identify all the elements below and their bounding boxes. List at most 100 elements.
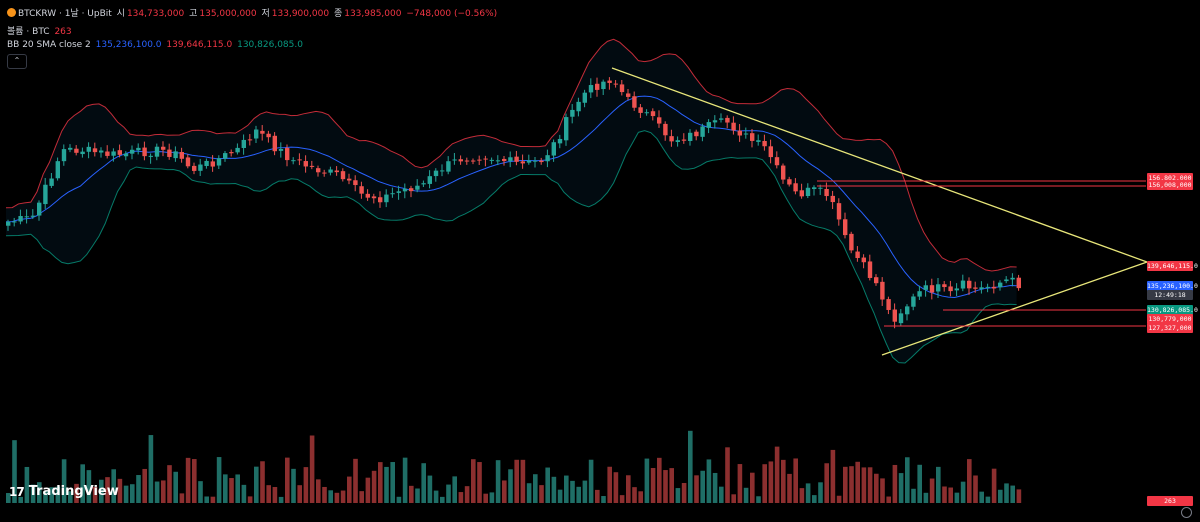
settings-icon[interactable] — [1181, 507, 1192, 518]
volume-bar — [272, 487, 278, 503]
candle-body — [12, 221, 17, 223]
candle-body — [508, 157, 513, 162]
candle-body — [818, 187, 823, 189]
candle-body — [681, 139, 687, 141]
candle-body — [260, 130, 265, 134]
volume-bar — [725, 447, 730, 503]
volume-bar — [130, 484, 135, 503]
symbol-title[interactable]: BTCKRW · 1날 · UpBit — [18, 9, 112, 19]
candle-body — [371, 196, 377, 199]
candle-body — [154, 146, 160, 157]
candle-body — [669, 136, 674, 142]
candle-body — [570, 109, 575, 117]
volume-bar — [706, 459, 712, 503]
candle-body — [582, 92, 587, 103]
candle-body — [55, 161, 60, 179]
candle-body — [452, 159, 457, 161]
candle-body — [526, 160, 532, 163]
volume-bar — [179, 493, 185, 503]
candle-body — [247, 139, 253, 141]
candle-body — [737, 130, 742, 136]
candle-body — [905, 306, 910, 315]
candle-body — [24, 216, 29, 218]
volume-bar — [452, 476, 457, 503]
tradingview-logo[interactable]: 17 TradingView — [9, 484, 119, 499]
volume-bar — [929, 478, 935, 503]
volume-bar — [936, 466, 941, 503]
volume-bar — [502, 480, 507, 503]
candle-body — [855, 251, 860, 259]
volume-bar — [210, 496, 216, 503]
volume-bar — [762, 464, 767, 503]
volume-bar — [880, 478, 885, 503]
candle-body — [911, 296, 916, 307]
volume-bar — [347, 476, 352, 503]
candle-body — [564, 117, 569, 141]
volume-legend[interactable]: 볼륨 · BTC 263 — [7, 24, 74, 37]
volume-bar — [396, 496, 402, 503]
volume-bar — [204, 496, 209, 503]
candle-body — [967, 280, 972, 289]
volume-bar — [954, 492, 960, 503]
candle-body — [1010, 277, 1015, 280]
volume-bar — [638, 491, 643, 503]
volume-bar — [960, 481, 966, 503]
volume-bar — [514, 459, 519, 503]
volume-bar — [787, 473, 792, 503]
volume-bar — [812, 495, 817, 503]
volume-bar — [898, 473, 904, 503]
volume-bar — [793, 458, 798, 503]
candle-body — [427, 176, 432, 184]
candle-body — [694, 131, 699, 137]
volume-bar — [24, 466, 30, 503]
candle-body — [892, 309, 897, 322]
candle-body — [378, 197, 383, 203]
candle-body — [613, 83, 618, 85]
candle-body — [402, 188, 408, 192]
candle-body — [626, 93, 631, 97]
candle-body — [347, 178, 352, 181]
bb-legend[interactable]: BB 20 SMA close 2 135,236,100.0 139,646,… — [7, 40, 305, 50]
volume-bar — [650, 467, 656, 503]
bb-upper-value: 139,646,115.0 — [166, 40, 233, 50]
volume-bar — [359, 491, 364, 503]
candle-body — [805, 187, 811, 197]
volume-bar — [582, 480, 588, 503]
volume-bar — [774, 446, 780, 503]
price-tag: 130,826,085.0 — [1147, 305, 1198, 315]
candle-body — [886, 299, 891, 310]
volume-bar — [917, 464, 922, 503]
candle-body — [43, 184, 48, 205]
candle-body — [650, 111, 656, 117]
volume-bar — [427, 475, 433, 503]
candle-body — [309, 165, 315, 167]
collapse-legend-button[interactable]: ⌃ — [7, 54, 27, 69]
volume-bar — [626, 475, 631, 503]
candle-body — [173, 151, 178, 159]
candle-body — [464, 160, 470, 162]
volume-bar — [49, 487, 54, 503]
candle-body — [440, 170, 445, 172]
price-tag: 139,646,115.0 — [1147, 261, 1198, 271]
candle-body — [130, 149, 135, 154]
candle-body — [322, 172, 327, 174]
volume-bar — [111, 469, 116, 503]
candle-body — [731, 122, 736, 131]
candle-body — [297, 159, 302, 161]
candle-body — [1016, 277, 1021, 289]
bitcoin-icon — [7, 8, 16, 17]
volume-bar — [80, 464, 85, 503]
volume-bar — [731, 494, 736, 503]
candle-body — [688, 132, 693, 142]
volume-bar — [861, 467, 867, 503]
open-value: 134,733,000 — [126, 9, 185, 19]
bb-upper-line — [5, 38, 1017, 272]
volume-bar — [285, 457, 290, 503]
volume-bar — [266, 485, 271, 503]
volume-bar — [136, 475, 141, 503]
volume-bar — [719, 486, 724, 503]
close-label: 종 — [333, 9, 343, 19]
volume-bar — [712, 472, 718, 503]
candle-body — [142, 147, 147, 157]
